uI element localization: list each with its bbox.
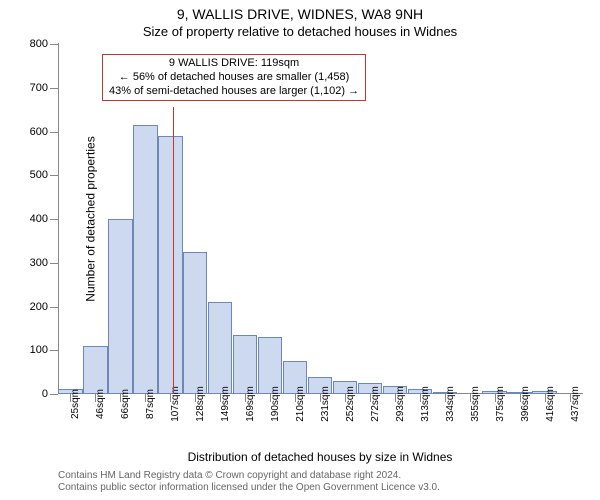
x-tick-label: 437sqm bbox=[570, 386, 581, 422]
x-tick-label: 293sqm bbox=[395, 386, 406, 422]
x-tick-label: 252sqm bbox=[345, 386, 356, 422]
x-tick-label: 334sqm bbox=[445, 386, 456, 422]
histogram-bar bbox=[108, 219, 132, 394]
x-tick-label: 396sqm bbox=[520, 386, 531, 422]
x-tick-label: 231sqm bbox=[320, 386, 331, 422]
y-tick bbox=[50, 263, 58, 264]
x-tick-label: 272sqm bbox=[370, 386, 381, 422]
y-tick-label: 0 bbox=[42, 388, 48, 400]
x-tick-label: 313sqm bbox=[420, 386, 431, 422]
y-tick-label: 500 bbox=[30, 169, 48, 181]
x-tick-label: 210sqm bbox=[295, 386, 306, 422]
y-tick bbox=[50, 350, 58, 351]
histogram-bar bbox=[208, 302, 232, 394]
chart-title-line2: Size of property relative to detached ho… bbox=[0, 24, 600, 39]
histogram-bar bbox=[183, 252, 207, 394]
x-tick-label: 355sqm bbox=[470, 386, 481, 422]
chart-container: 9, WALLIS DRIVE, WIDNES, WA8 9NH Size of… bbox=[0, 0, 600, 500]
x-tick-label: 375sqm bbox=[495, 386, 506, 422]
chart-plot-area: 9 WALLIS DRIVE: 119sqm ← 56% of detached… bbox=[58, 44, 582, 394]
x-tick-label: 25sqm bbox=[70, 389, 81, 419]
annotation-line2: ← 56% of detached houses are smaller (1,… bbox=[119, 71, 350, 83]
annotation-line1: 9 WALLIS DRIVE: 119sqm bbox=[169, 57, 299, 69]
footer-line1: Contains HM Land Registry data © Crown c… bbox=[58, 470, 401, 481]
y-tick bbox=[50, 394, 58, 395]
y-tick bbox=[50, 219, 58, 220]
x-tick-label: 46sqm bbox=[95, 389, 106, 419]
x-tick-label: 190sqm bbox=[270, 386, 281, 422]
annotation-line3: 43% of semi-detached houses are larger (… bbox=[109, 85, 359, 97]
y-tick-label: 100 bbox=[30, 344, 48, 356]
x-tick-label: 87sqm bbox=[145, 389, 156, 419]
marker-annotation: 9 WALLIS DRIVE: 119sqm ← 56% of detached… bbox=[102, 54, 366, 101]
x-tick-label: 149sqm bbox=[220, 386, 231, 422]
x-axis-label: Distribution of detached houses by size … bbox=[58, 450, 582, 464]
histogram-bar bbox=[83, 346, 107, 394]
x-tick-label: 416sqm bbox=[545, 386, 556, 422]
chart-title-line1: 9, WALLIS DRIVE, WIDNES, WA8 9NH bbox=[0, 6, 600, 22]
y-tick bbox=[50, 44, 58, 45]
y-tick-label: 800 bbox=[30, 38, 48, 50]
property-marker-line bbox=[173, 107, 174, 394]
y-tick bbox=[50, 88, 58, 89]
y-tick-label: 700 bbox=[30, 82, 48, 94]
y-tick bbox=[50, 132, 58, 133]
footer-line2: Contains public sector information licen… bbox=[58, 482, 440, 493]
histogram-bar bbox=[233, 335, 257, 394]
x-tick-label: 66sqm bbox=[120, 389, 131, 419]
y-tick bbox=[50, 307, 58, 308]
y-tick bbox=[50, 175, 58, 176]
y-tick-label: 600 bbox=[30, 126, 48, 138]
x-tick-label: 128sqm bbox=[195, 386, 206, 422]
y-tick-label: 400 bbox=[30, 213, 48, 225]
y-tick-label: 200 bbox=[30, 301, 48, 313]
histogram-bar bbox=[158, 136, 182, 394]
footer: Contains HM Land Registry data © Crown c… bbox=[58, 470, 582, 493]
histogram-bar bbox=[133, 125, 157, 394]
y-tick-label: 300 bbox=[30, 257, 48, 269]
x-tick-label: 169sqm bbox=[245, 386, 256, 422]
